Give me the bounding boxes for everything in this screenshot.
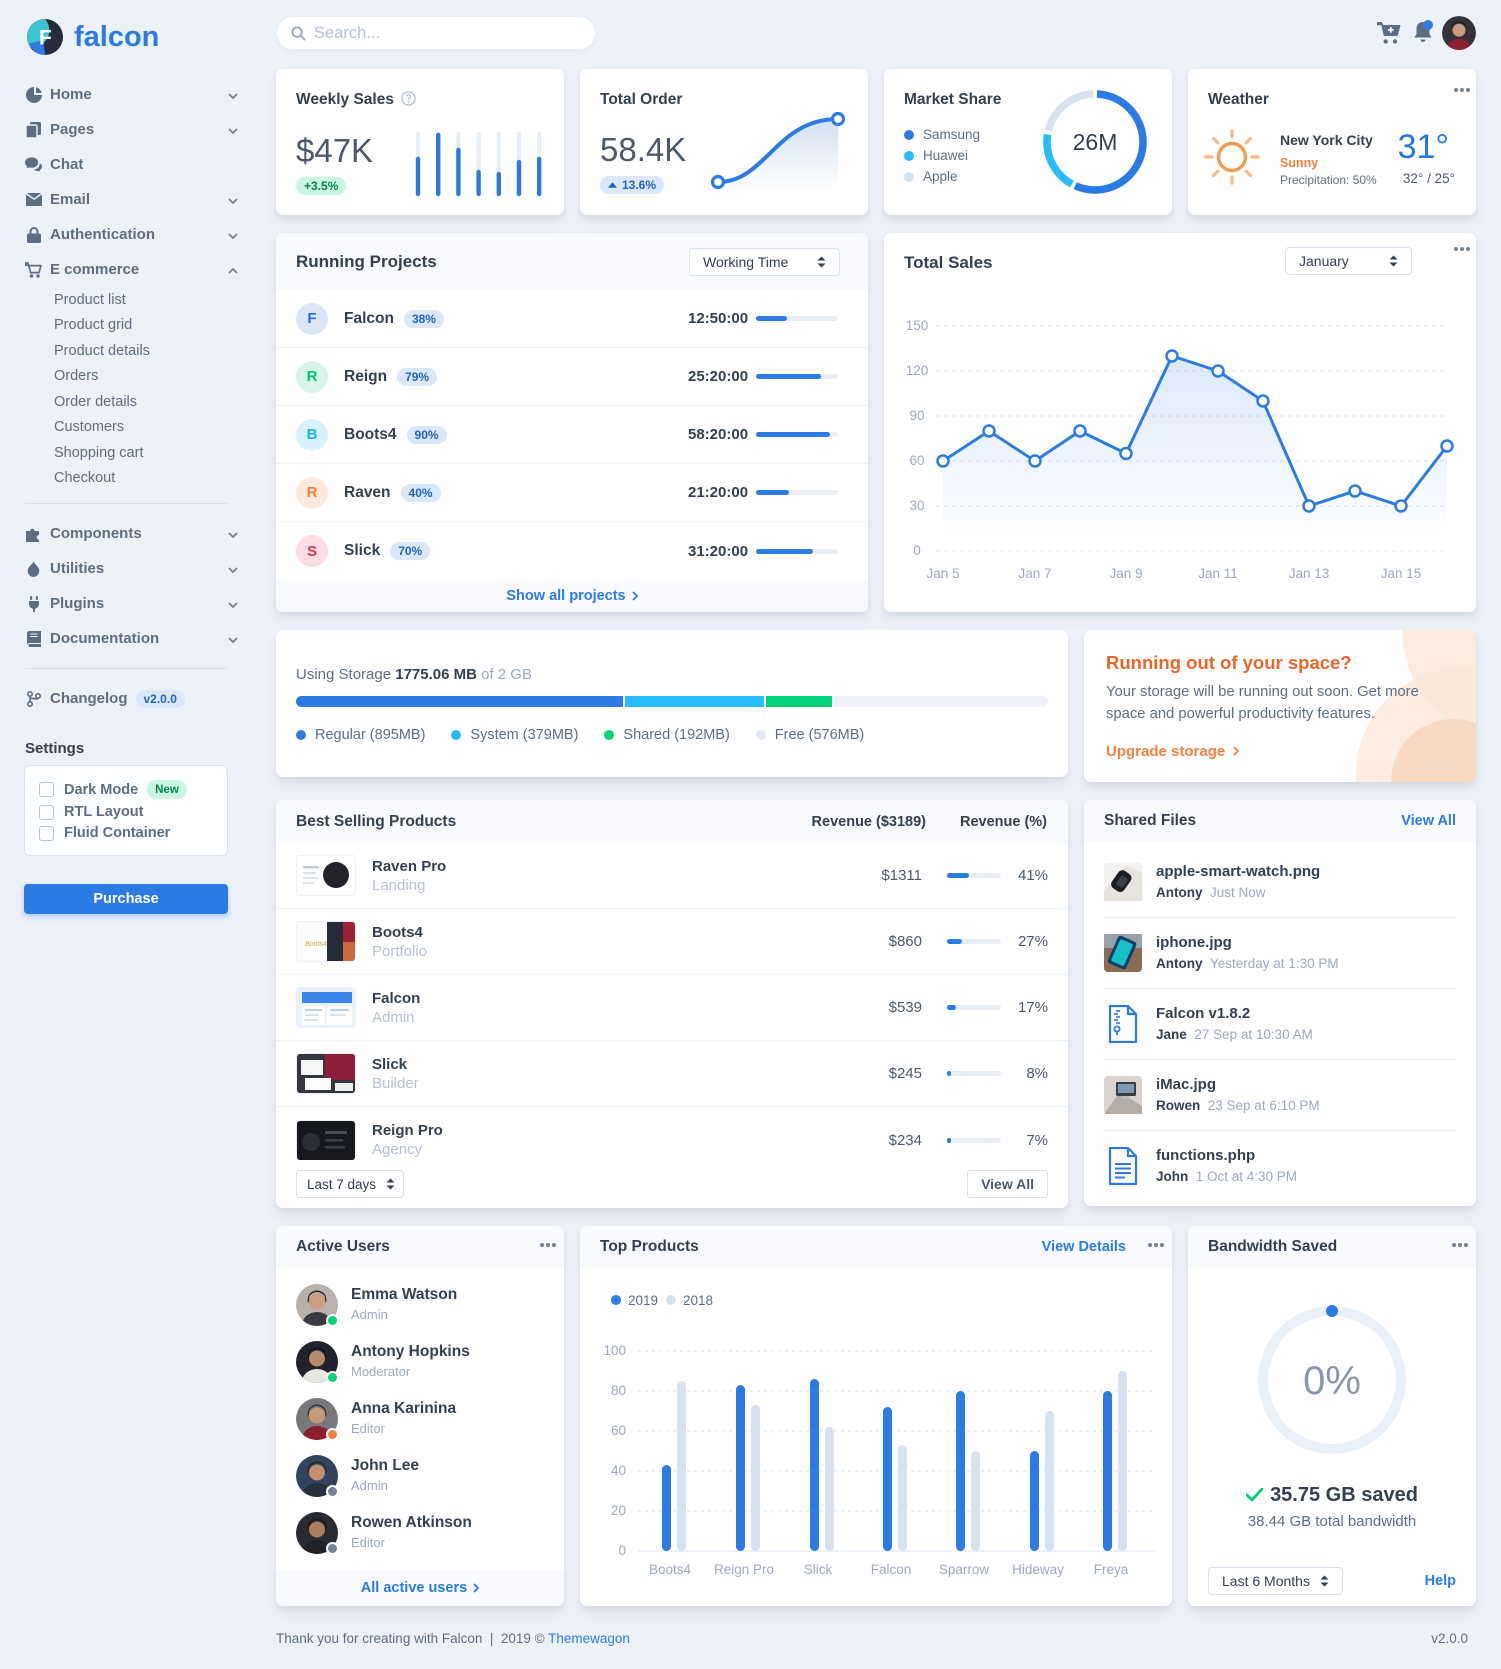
svg-text:2019: 2019: [628, 1293, 658, 1308]
svg-text:20: 20: [611, 1503, 626, 1518]
svg-text:Falcon: Falcon: [871, 1562, 912, 1577]
svg-text:100: 100: [603, 1343, 626, 1358]
svg-text:Reign Pro: Reign Pro: [714, 1562, 774, 1577]
svg-text:F: F: [39, 27, 52, 50]
svg-text:30: 30: [909, 498, 924, 513]
svg-text:40: 40: [611, 1463, 626, 1478]
svg-text:0%: 0%: [1303, 1359, 1361, 1403]
svg-text:Jan 15: Jan 15: [1381, 566, 1422, 581]
svg-text:Jan 5: Jan 5: [926, 566, 959, 581]
svg-text:60: 60: [909, 453, 924, 468]
svg-text:0: 0: [913, 543, 921, 558]
svg-text:Jan 7: Jan 7: [1018, 566, 1051, 581]
svg-text:120: 120: [906, 363, 929, 378]
svg-text:0: 0: [618, 1543, 626, 1558]
svg-text:Jan 13: Jan 13: [1289, 566, 1330, 581]
svg-text:Sparrow: Sparrow: [939, 1562, 990, 1577]
svg-text:Freya: Freya: [1094, 1562, 1129, 1577]
svg-text:Jan 9: Jan 9: [1109, 566, 1142, 581]
svg-text:2018: 2018: [683, 1293, 713, 1308]
svg-text:150: 150: [906, 318, 929, 333]
svg-text:26M: 26M: [1073, 129, 1118, 155]
svg-text:60: 60: [611, 1423, 626, 1438]
svg-text:Slick: Slick: [804, 1562, 833, 1577]
svg-text:Boots4: Boots4: [305, 941, 327, 948]
svg-text:80: 80: [611, 1383, 626, 1398]
svg-text:Boots4: Boots4: [649, 1562, 692, 1577]
svg-text:90: 90: [909, 408, 924, 423]
svg-text:Hideway: Hideway: [1012, 1562, 1064, 1577]
svg-text:Jan 11: Jan 11: [1198, 566, 1238, 581]
